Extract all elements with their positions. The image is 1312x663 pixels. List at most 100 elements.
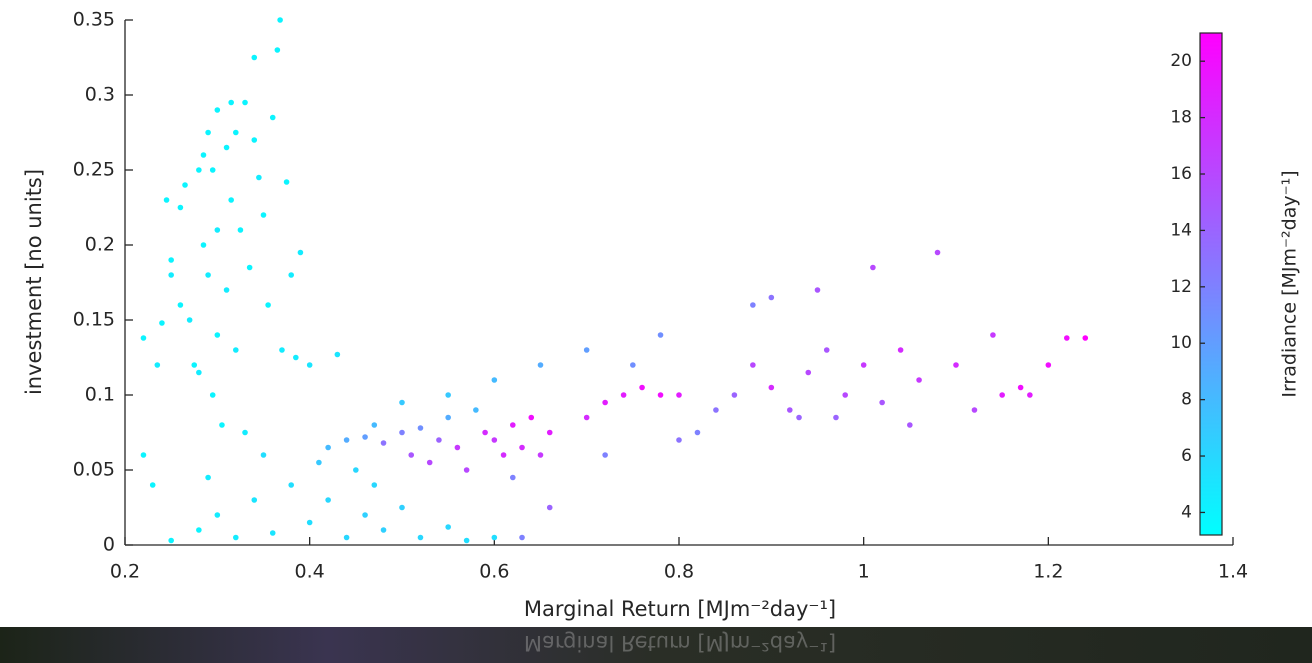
point	[251, 55, 257, 61]
point	[796, 415, 802, 421]
point	[769, 385, 775, 391]
colorbar-tick-label: 20	[1170, 51, 1192, 71]
point	[750, 362, 756, 368]
point	[972, 407, 978, 413]
point	[1018, 385, 1024, 391]
colorbar-tick-label: 18	[1170, 108, 1192, 128]
point	[602, 452, 608, 458]
point	[228, 100, 234, 106]
point	[284, 179, 290, 185]
point	[210, 392, 216, 398]
point	[528, 415, 534, 421]
point	[815, 287, 821, 293]
point	[935, 250, 941, 256]
point	[191, 362, 197, 368]
colorbar	[1200, 33, 1222, 535]
point	[584, 415, 590, 421]
point	[445, 415, 451, 421]
point	[316, 460, 322, 466]
point	[399, 400, 405, 406]
point	[288, 272, 294, 278]
point	[399, 430, 405, 436]
x-axis-label-reflection: Marginal Return [MJm⁻²day⁻¹]	[524, 631, 836, 655]
point	[658, 392, 664, 398]
point	[510, 475, 516, 481]
y-tick-label: 0	[103, 534, 115, 556]
point	[224, 145, 230, 151]
point	[1064, 335, 1070, 341]
point	[307, 362, 313, 368]
chart: Marginal Return [MJm⁻²day⁻¹] Marginal Re…	[0, 0, 1312, 663]
point	[205, 272, 211, 278]
point	[261, 452, 267, 458]
point	[510, 422, 516, 428]
page: {"chart_data": {"type": "scatter", "xlab…	[0, 0, 1312, 663]
point	[455, 445, 461, 451]
point	[233, 347, 239, 353]
point	[732, 392, 738, 398]
point	[187, 317, 193, 323]
point	[288, 482, 294, 488]
point	[233, 130, 239, 136]
point	[277, 17, 283, 23]
point	[399, 505, 405, 511]
y-tick-label: 0.05	[73, 459, 115, 481]
x-tick-label: 0.4	[295, 561, 325, 583]
point	[178, 205, 184, 211]
y-tick-label: 0.3	[85, 84, 115, 106]
point	[658, 332, 664, 338]
point	[279, 347, 285, 353]
point	[150, 482, 156, 488]
y-axis-label: investment [no units]	[22, 169, 46, 395]
point	[228, 197, 234, 203]
point	[602, 400, 608, 406]
point	[353, 467, 359, 473]
point	[953, 362, 959, 368]
point	[168, 257, 174, 263]
y-tick-label: 0.25	[73, 159, 115, 181]
point	[501, 452, 507, 458]
point	[676, 392, 682, 398]
point	[251, 497, 257, 503]
point	[898, 347, 904, 353]
point	[1046, 362, 1052, 368]
point	[256, 175, 262, 181]
point	[155, 362, 161, 368]
point	[344, 535, 350, 541]
point	[1082, 335, 1088, 341]
point	[805, 370, 811, 376]
point	[482, 430, 488, 436]
point	[621, 392, 627, 398]
x-tick-label: 0.2	[110, 561, 140, 583]
point	[196, 167, 202, 173]
x-axis-label: Marginal Return [MJm⁻²day⁻¹]	[524, 597, 836, 621]
point	[205, 475, 211, 481]
colorbar-tick-label: 16	[1170, 164, 1192, 184]
point	[141, 335, 147, 341]
point	[201, 152, 207, 158]
colorbar-tick-label: 6	[1181, 446, 1192, 466]
point	[205, 130, 211, 136]
colorbar-label: Irradiance [MJm⁻²day⁻¹]	[1279, 170, 1301, 397]
point	[418, 535, 424, 541]
point	[990, 332, 996, 338]
point	[293, 355, 299, 361]
point	[362, 434, 368, 440]
point	[427, 460, 433, 466]
y-tick-label: 0.1	[85, 384, 115, 406]
point	[492, 535, 498, 541]
point	[547, 430, 553, 436]
point	[201, 242, 207, 248]
colorbar-tick-label: 10	[1170, 333, 1192, 353]
x-tick-label: 0.8	[664, 561, 694, 583]
point	[584, 347, 590, 353]
point	[261, 212, 267, 218]
colorbar-tick-label: 14	[1170, 220, 1192, 240]
point	[538, 362, 544, 368]
point	[907, 422, 913, 428]
point	[325, 497, 331, 503]
x-tick-label: 0.6	[479, 561, 509, 583]
point	[215, 107, 221, 113]
point	[473, 407, 479, 413]
point	[713, 407, 719, 413]
